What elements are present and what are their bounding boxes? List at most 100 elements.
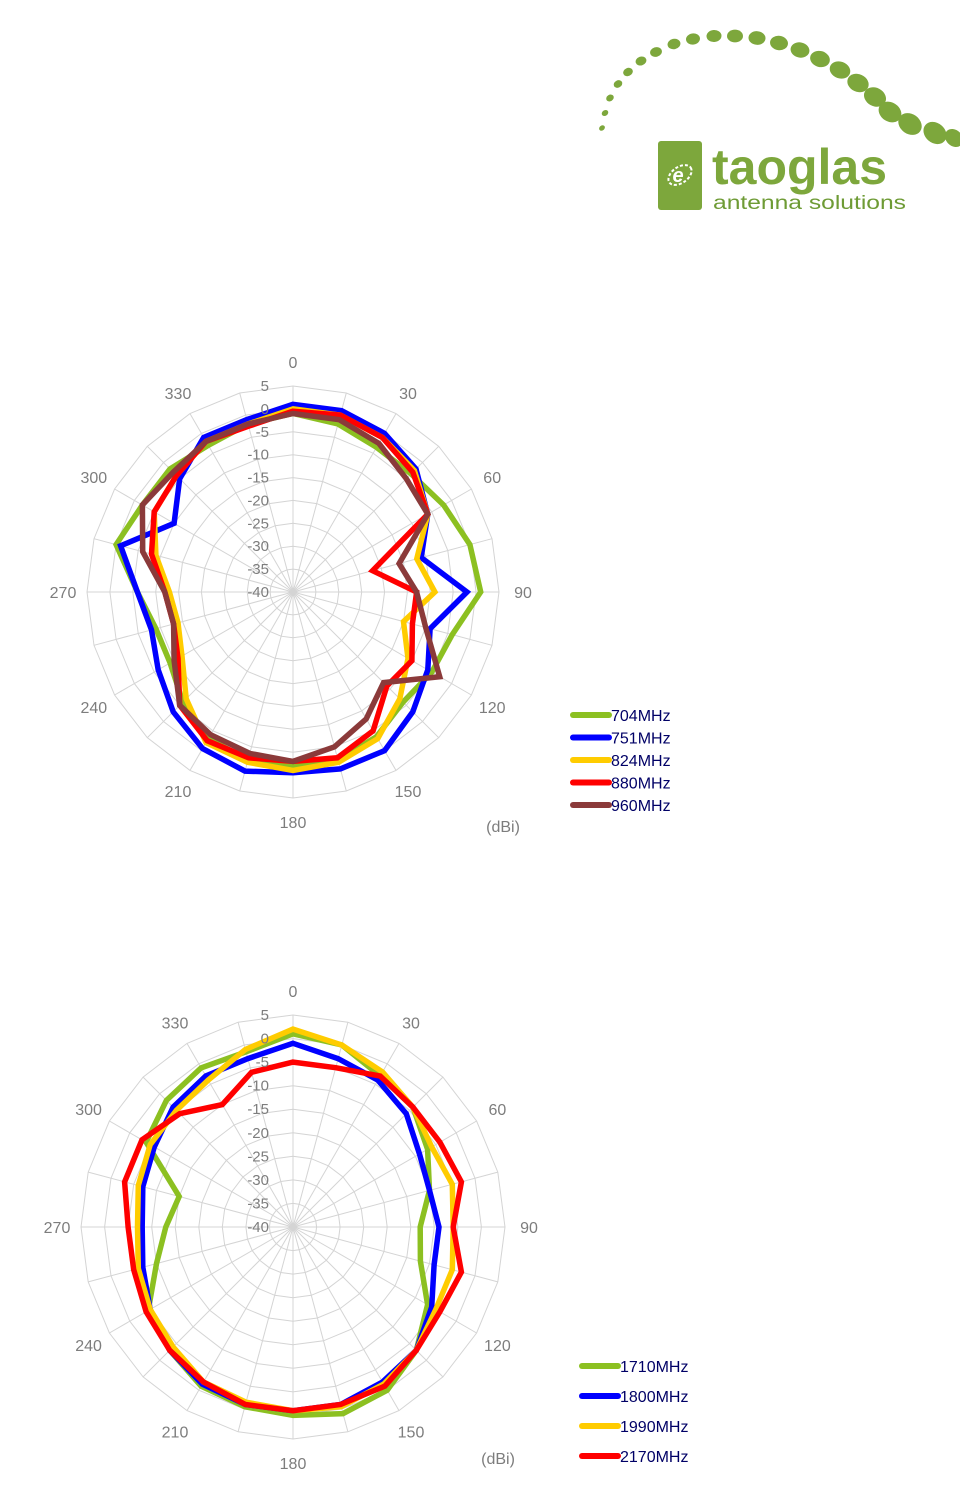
legend-label: 751MHz	[611, 731, 671, 748]
data-point	[480, 591, 482, 593]
data-point	[250, 1071, 253, 1073]
data-point	[246, 761, 248, 763]
data-point	[377, 1079, 379, 1081]
data-point	[407, 657, 409, 659]
radial-tick-label: -15	[247, 1101, 269, 1118]
data-point	[247, 423, 249, 425]
legend-item: 1800MHz	[579, 1389, 688, 1406]
data-point	[419, 1260, 421, 1262]
radial-tick-label: -40	[247, 1219, 269, 1236]
logo-dot	[613, 80, 623, 88]
data-point	[429, 628, 431, 630]
data-point	[153, 511, 155, 513]
polar-chart-svg: 5 0 -5 -10 -15 -20 -25 -30 -35 -40 0 30 60 90 120 150 18…	[44, 984, 689, 1473]
logo-dot	[847, 73, 869, 93]
data-point	[200, 1067, 202, 1069]
logo-dot	[898, 113, 922, 135]
data-point	[137, 1184, 139, 1187]
radial-tick-label: 0	[261, 1031, 269, 1048]
legend-label: 960MHz	[611, 798, 671, 815]
data-point	[157, 669, 159, 671]
data-point	[384, 750, 386, 752]
legend-item: 2170MHz	[579, 1449, 688, 1466]
logo-dot	[727, 29, 743, 43]
radial-tick-label: 5	[261, 378, 269, 395]
legend-label: 1990MHz	[620, 1419, 688, 1436]
data-point	[398, 563, 400, 565]
grid-spoke	[292, 1171, 498, 1228]
data-point	[150, 629, 153, 631]
data-point	[182, 701, 184, 703]
data-point	[342, 1413, 344, 1415]
radial-tick-label: 0	[261, 401, 269, 418]
data-point	[206, 740, 208, 742]
grid-spoke	[292, 1226, 477, 1334]
data-point	[372, 570, 374, 572]
logo-dot	[667, 38, 681, 50]
radial-tick-label: -5	[256, 1054, 269, 1071]
data-point	[292, 765, 294, 767]
data-point	[169, 1349, 171, 1351]
radial-tick-label: -35	[247, 561, 269, 578]
data-point	[175, 474, 178, 477]
data-point	[179, 1113, 181, 1115]
angle-label: 90	[514, 585, 532, 602]
grid-spoke	[292, 591, 493, 646]
data-point	[466, 591, 468, 593]
radial-tick-label: -30	[247, 538, 269, 555]
data-point	[203, 436, 205, 438]
data-point	[153, 1146, 155, 1148]
legend-item: 1990MHz	[579, 1419, 688, 1436]
svg-text:e: e	[672, 165, 683, 187]
data-point	[202, 1381, 205, 1383]
data-point	[425, 626, 427, 629]
data-point	[439, 1311, 441, 1313]
legend-item: 960MHz	[570, 798, 671, 815]
radial-tick-label: -10	[247, 447, 269, 464]
data-point	[168, 591, 170, 593]
data-point	[411, 623, 413, 625]
data-point	[178, 1195, 180, 1198]
data-point	[145, 1141, 147, 1143]
data-point	[292, 1042, 294, 1044]
data-point	[141, 1226, 143, 1228]
data-point	[379, 1075, 381, 1077]
logo-dot	[810, 50, 830, 68]
data-point	[339, 768, 341, 770]
data-point	[433, 1264, 435, 1266]
data-point	[337, 423, 339, 425]
legend-item: 704MHz	[570, 708, 671, 725]
data-point	[292, 403, 294, 405]
data-point	[460, 1271, 462, 1273]
data-point	[292, 760, 294, 762]
data-point	[372, 730, 374, 732]
data-point	[427, 1304, 429, 1306]
data-point	[249, 752, 251, 754]
data-point	[172, 711, 174, 713]
angle-label: 300	[80, 470, 107, 487]
data-point	[405, 478, 407, 480]
data-point	[412, 711, 414, 713]
radial-tick-label: -20	[247, 1125, 269, 1142]
data-point	[207, 1079, 209, 1081]
data-point	[142, 551, 144, 553]
angle-label: 90	[520, 1220, 538, 1237]
data-point	[247, 1058, 249, 1060]
logo-dot	[748, 31, 766, 45]
data-point	[412, 1106, 414, 1108]
data-point	[292, 1414, 294, 1416]
data-point	[181, 655, 183, 657]
grid-spoke	[292, 1226, 498, 1283]
data-point	[341, 1044, 343, 1046]
grid-spoke	[93, 591, 294, 646]
data-point	[173, 660, 175, 662]
data-point	[155, 554, 157, 556]
data-point	[141, 1139, 143, 1141]
data-point	[175, 1109, 177, 1111]
data-point	[420, 557, 422, 559]
brand-tagline: antenna solutions	[713, 193, 906, 214]
data-point	[137, 1267, 139, 1270]
angle-label: 150	[395, 784, 422, 801]
grid-spoke	[292, 538, 493, 593]
data-point	[127, 1226, 129, 1228]
